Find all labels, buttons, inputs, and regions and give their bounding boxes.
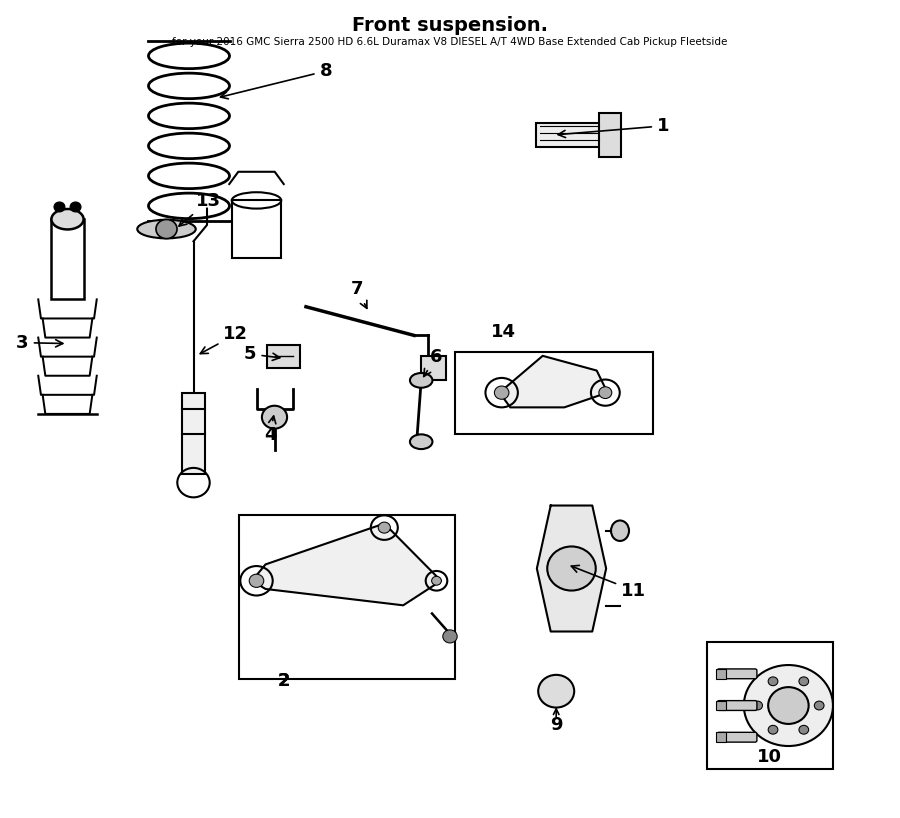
Bar [231, 200, 281, 258]
Circle shape [54, 202, 65, 212]
FancyBboxPatch shape [717, 700, 757, 710]
Circle shape [768, 687, 808, 724]
Circle shape [768, 726, 778, 735]
Bar [421, 356, 446, 380]
Circle shape [443, 630, 457, 643]
Circle shape [598, 387, 612, 398]
Text: 4: 4 [264, 416, 276, 444]
Circle shape [494, 386, 509, 399]
Text: 13: 13 [179, 192, 221, 226]
Ellipse shape [410, 434, 433, 449]
Text: 11: 11 [572, 565, 646, 600]
Text: 1: 1 [558, 117, 670, 137]
Bar [536, 123, 617, 147]
Text: 8: 8 [220, 62, 332, 99]
Polygon shape [252, 524, 441, 605]
Circle shape [768, 676, 778, 685]
Text: 14: 14 [491, 323, 516, 341]
Ellipse shape [410, 373, 433, 388]
Circle shape [432, 577, 441, 585]
Text: 6: 6 [424, 348, 443, 376]
Bar [238, 515, 454, 679]
Bar [598, 113, 621, 157]
Bar [267, 345, 300, 368]
Polygon shape [536, 506, 607, 631]
Text: 3: 3 [16, 334, 63, 352]
Bar [716, 669, 726, 679]
Bar [182, 393, 205, 474]
Bar [51, 219, 84, 299]
Circle shape [156, 219, 177, 239]
FancyBboxPatch shape [717, 732, 757, 742]
Polygon shape [500, 356, 608, 407]
Text: 5: 5 [244, 345, 280, 363]
Text: 2: 2 [277, 672, 290, 690]
Bar [706, 642, 832, 769]
Ellipse shape [611, 520, 629, 541]
Bar [716, 732, 726, 742]
Bar [716, 700, 726, 710]
FancyBboxPatch shape [717, 669, 757, 679]
Circle shape [70, 202, 81, 212]
Text: 2: 2 [277, 672, 290, 690]
Bar [454, 352, 652, 434]
Ellipse shape [538, 675, 574, 708]
Circle shape [814, 701, 824, 710]
Circle shape [378, 522, 391, 533]
Circle shape [249, 574, 264, 587]
Circle shape [547, 546, 596, 591]
Circle shape [752, 701, 762, 710]
Text: 12: 12 [201, 326, 248, 353]
Circle shape [799, 676, 809, 685]
Text: 7: 7 [351, 281, 367, 308]
Text: Front suspension.: Front suspension. [352, 16, 548, 35]
Text: 10: 10 [757, 748, 782, 766]
Circle shape [799, 726, 809, 735]
Text: 9: 9 [550, 716, 562, 734]
Ellipse shape [51, 209, 84, 230]
Text: for your 2016 GMC Sierra 2500 HD 6.6L Duramax V8 DIESEL A/T 4WD Base Extended Ca: for your 2016 GMC Sierra 2500 HD 6.6L Du… [172, 37, 728, 47]
Ellipse shape [137, 220, 196, 238]
Circle shape [262, 406, 287, 429]
Circle shape [743, 665, 832, 746]
